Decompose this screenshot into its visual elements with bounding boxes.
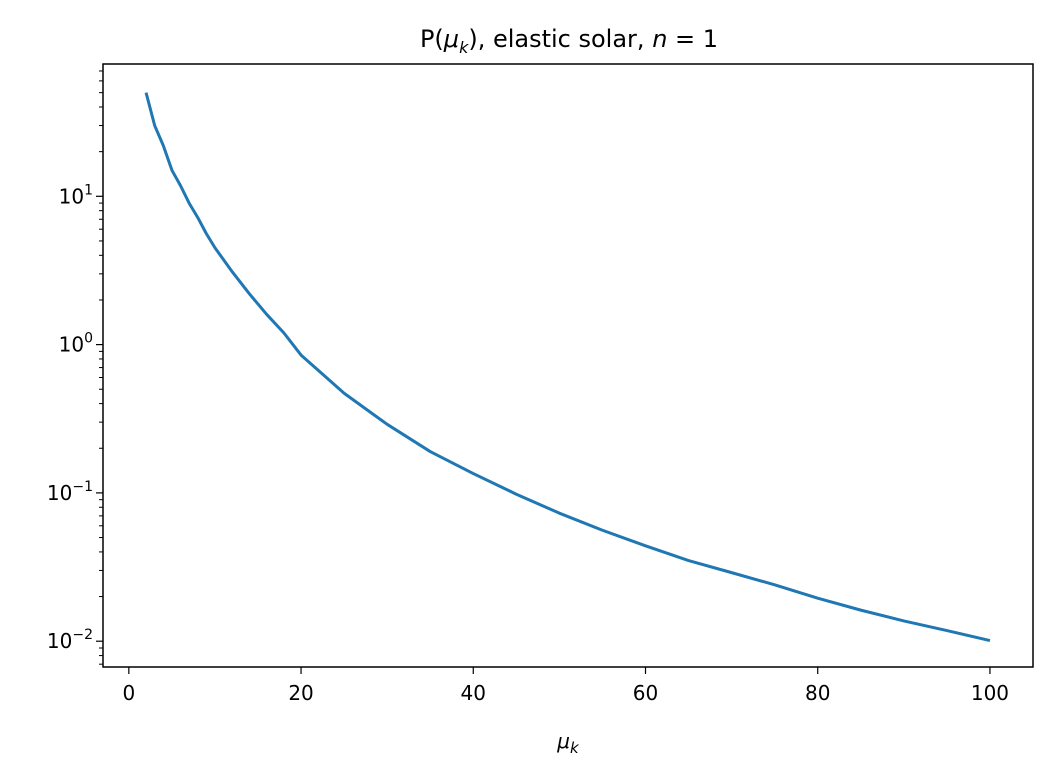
y-tick-label: 10−1 — [47, 479, 93, 505]
axes-frame — [102, 63, 1034, 668]
x-axis-title: μk — [556, 729, 580, 757]
x-tick-label: 60 — [633, 681, 658, 705]
x-tick-label: 20 — [288, 681, 313, 705]
y-tick-label: 101 — [59, 182, 93, 208]
chart-title: P(μk), elastic solar, n = 1 — [420, 25, 718, 57]
y-tick-label: 100 — [59, 331, 93, 357]
series-line-0 — [144, 92, 991, 643]
x-tick-label: 40 — [461, 681, 486, 705]
x-tick-label: 0 — [122, 681, 135, 705]
plot-area — [144, 92, 991, 643]
y-axis: 10−2 10−1 100 101 — [47, 70, 103, 665]
y-tick-label: 10−2 — [47, 627, 93, 653]
x-tick-label: 100 — [971, 681, 1009, 705]
x-tick-label: 80 — [805, 681, 830, 705]
x-axis: 0 20 40 60 80 100 — [122, 667, 1009, 705]
